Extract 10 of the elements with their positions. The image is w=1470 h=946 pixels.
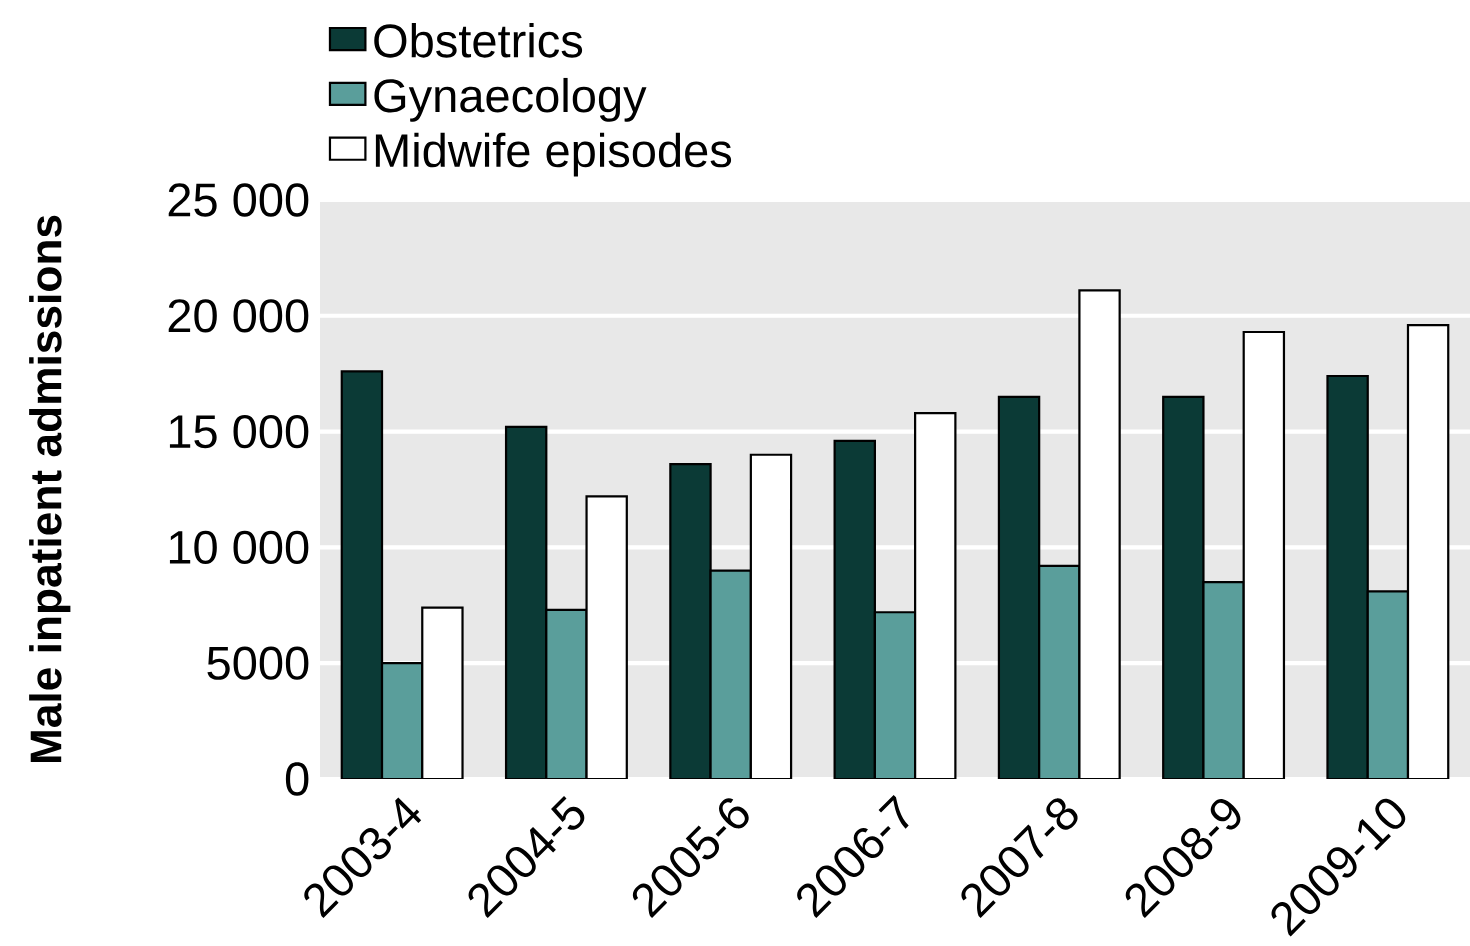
y-tick-label: 25 000	[168, 183, 309, 217]
y-tick-label: 15 000	[169, 414, 309, 449]
y-tick-label: 20 000	[168, 299, 309, 333]
y-tick-label: 5000	[207, 646, 309, 680]
legend-label: Gynaecology	[374, 77, 647, 122]
y-tick-label: 10 000	[169, 530, 309, 565]
y-axis-title: Male inpatient admissions	[29, 215, 71, 763]
legend-label: Obstetrics	[374, 23, 583, 58]
legend-label: Midwife episodes	[375, 132, 732, 177]
y-tick-label: 0	[285, 762, 309, 796]
